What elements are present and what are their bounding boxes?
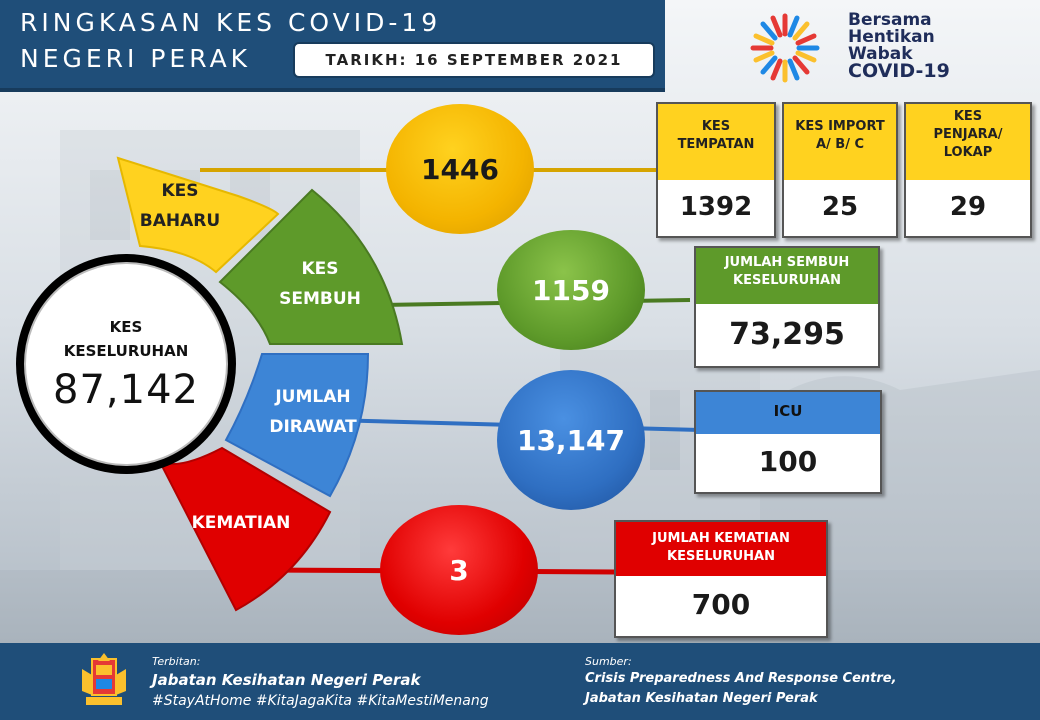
bersama-hentikan-logo-icon — [750, 13, 820, 83]
wedge-kes-baharu — [116, 156, 280, 274]
label-kes-baharu-line2: BAHARU — [139, 211, 221, 231]
wedge-kes-sembuh — [218, 188, 404, 345]
wedge-jumlah-dirawat — [224, 353, 370, 498]
box-jumlah-kematian: JUMLAH KEMATIAN KESELURUHAN 700 — [614, 520, 828, 638]
box-kes-penjara-head-3: LOKAP — [943, 145, 993, 160]
label-kes-sembuh-line2: SEMBUH — [279, 289, 361, 309]
header-banner: RINGKASAN KES COVID-19 NEGERI PERAK TARI… — [0, 0, 665, 92]
label-jumlah-dirawat-line2: DIRAWAT — [269, 417, 357, 437]
label-kes-baharu-line1: KES — [161, 181, 199, 201]
date-badge: TARIKH: 16 SEPTEMBER 2021 — [293, 42, 655, 78]
orb-jumlah-dirawat: 13,147 — [497, 370, 645, 510]
label-kematian-line1: KEMATIAN — [191, 513, 291, 533]
orb-kes-sembuh: 1159 — [497, 230, 645, 350]
box-kes-tempatan-head-2: TEMPATAN — [677, 137, 755, 152]
source-label: Sumber: — [585, 655, 632, 668]
box-kes-penjara-head-1: KES — [953, 109, 983, 124]
logo-line-4: COVID-19 — [848, 60, 950, 82]
box-jumlah-kematian-head-2: KESELURUHAN — [667, 549, 775, 564]
box-jumlah-kematian-head-1: JUMLAH KEMATIAN — [652, 531, 790, 546]
box-kes-tempatan-value: 1392 — [679, 192, 753, 222]
malaysia-coat-of-arms-icon — [82, 653, 126, 705]
box-jumlah-kematian-head: JUMLAH KEMATIAN KESELURUHAN — [616, 522, 826, 576]
label-kes-sembuh-line1: KES — [301, 259, 339, 279]
label-kes-baharu: KES BAHARU — [125, 176, 235, 236]
box-icu: ICU 100 — [694, 390, 882, 494]
box-kes-import-head: KES IMPORT A/ B/ C — [784, 104, 896, 180]
box-kes-import-head-2: A/ B/ C — [815, 137, 865, 152]
box-kes-import: KES IMPORT A/ B/ C 25 — [782, 102, 898, 238]
wedge-graphic — [116, 156, 701, 612]
label-kes-sembuh: KES SEMBUH — [265, 254, 375, 314]
logo-line-2: Hentikan — [848, 27, 935, 47]
box-kes-import-value: 25 — [821, 192, 859, 222]
box-kes-tempatan: KES TEMPATAN 1392 — [656, 102, 776, 238]
orb-kes-baharu: 1446 — [386, 104, 534, 234]
label-kematian: KEMATIAN — [176, 508, 306, 538]
box-kes-import-head-1: KES IMPORT — [795, 119, 885, 134]
source-line-1: Crisis Preparedness And Response Centre, — [585, 671, 897, 686]
logo-wordmark: Bersama Hentikan Wabak COVID-19 — [848, 10, 950, 82]
publisher-name: Jabatan Kesihatan Negeri Perak — [152, 671, 421, 689]
box-kes-penjara-head: KES PENJARA/ LOKAP — [906, 104, 1030, 180]
published-label: Terbitan: — [152, 655, 201, 668]
box-jumlah-sembuh-head: JUMLAH SEMBUH KESELURUHAN — [696, 248, 878, 304]
logo-line-1: Bersama — [848, 10, 932, 30]
label-jumlah-dirawat-line1: JUMLAH — [275, 387, 351, 407]
box-icu-value: 100 — [758, 445, 818, 478]
wedge-kematian — [157, 446, 332, 612]
box-jumlah-sembuh-head-2: KESELURUHAN — [733, 273, 841, 288]
box-icu-head: ICU — [696, 392, 880, 434]
orb-kematian: 3 — [380, 505, 538, 635]
box-jumlah-sembuh-value: 73,295 — [729, 317, 845, 352]
box-kes-penjara-value: 29 — [949, 192, 987, 222]
page-subtitle: NEGERI PERAK — [20, 44, 252, 73]
total-cases-value: 87,142 — [53, 367, 199, 413]
hashtags: #StayAtHome #KitaJagaKita #KitaMestiMena… — [152, 693, 489, 709]
page-title: RINGKASAN KES COVID-19 — [20, 8, 442, 37]
box-kes-penjara-head-2: PENJARA/ — [933, 127, 1003, 142]
total-cases-ring: KES KESELURUHAN 87,142 — [16, 254, 236, 474]
box-kes-penjara: KES PENJARA/ LOKAP 29 — [904, 102, 1032, 238]
source-line-2: Jabatan Kesihatan Negeri Perak — [585, 691, 818, 706]
box-kes-tempatan-head-1: KES — [701, 119, 731, 134]
logo-line-3: Wabak — [848, 44, 913, 64]
total-cases-label-1: KES — [109, 318, 143, 336]
box-jumlah-sembuh: JUMLAH SEMBUH KESELURUHAN 73,295 — [694, 246, 880, 368]
total-cases-label-2: KESELURUHAN — [63, 342, 189, 360]
box-jumlah-kematian-value: 700 — [691, 588, 751, 621]
label-jumlah-dirawat: JUMLAH DIRAWAT — [258, 382, 368, 442]
box-kes-tempatan-head: KES TEMPATAN — [658, 104, 774, 180]
box-icu-head-1: ICU — [773, 402, 803, 420]
total-cases-circle: KES KESELURUHAN 87,142 — [24, 262, 228, 466]
box-jumlah-sembuh-head-1: JUMLAH SEMBUH — [724, 255, 850, 270]
footer-banner: Terbitan: Jabatan Kesihatan Negeri Perak… — [0, 643, 1040, 720]
